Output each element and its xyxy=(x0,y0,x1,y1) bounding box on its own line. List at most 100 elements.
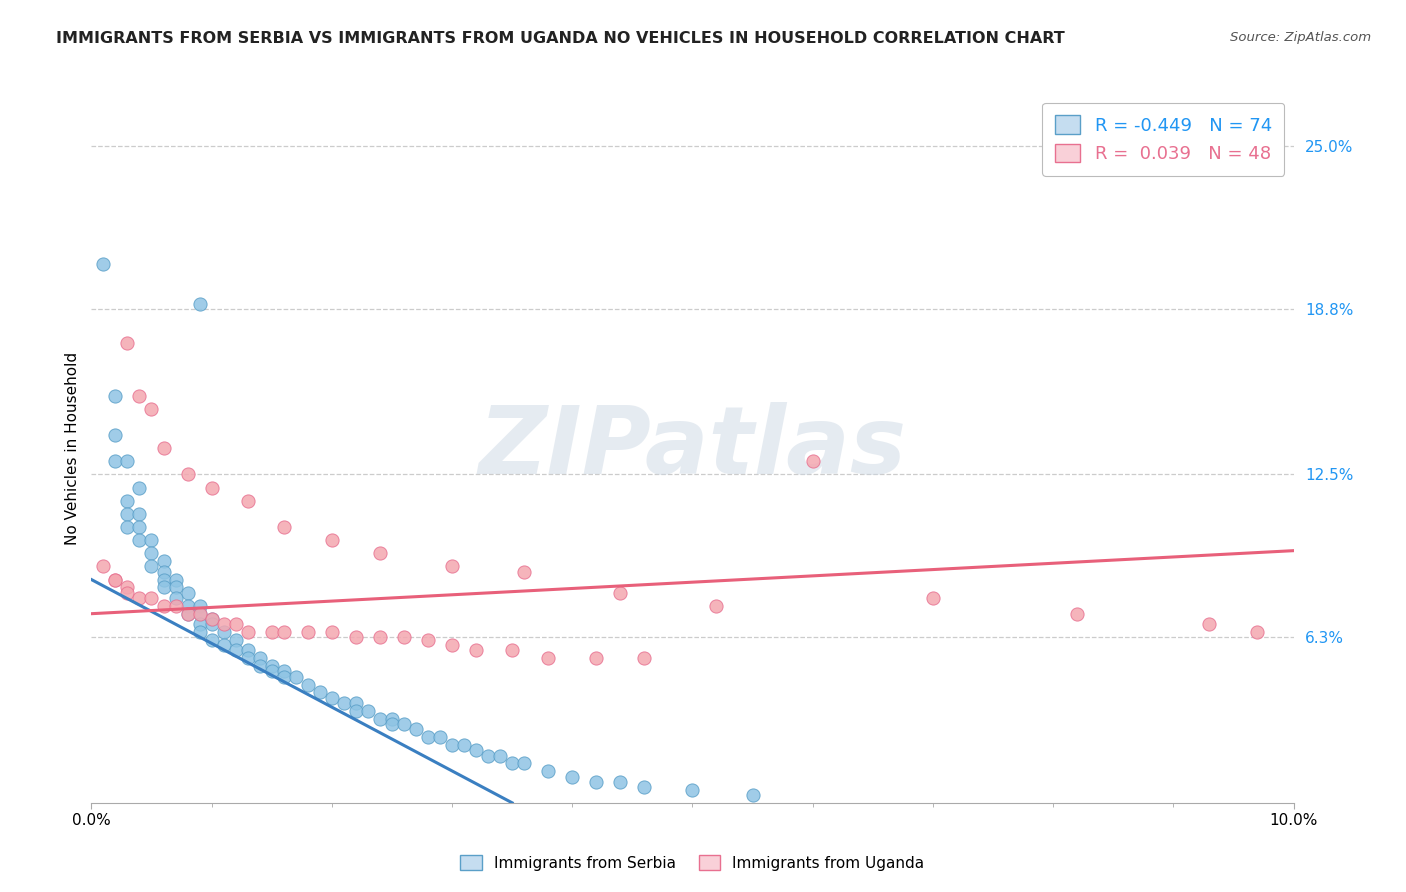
Point xyxy=(165,573,187,587)
Point xyxy=(152,573,174,587)
Point xyxy=(416,632,439,647)
Point xyxy=(609,774,631,789)
Point xyxy=(273,665,295,679)
Point xyxy=(225,617,247,632)
Point xyxy=(321,690,343,705)
Point xyxy=(104,428,127,442)
Point xyxy=(357,704,380,718)
Text: IMMIGRANTS FROM SERBIA VS IMMIGRANTS FROM UGANDA NO VEHICLES IN HOUSEHOLD CORREL: IMMIGRANTS FROM SERBIA VS IMMIGRANTS FRO… xyxy=(56,31,1064,46)
Point xyxy=(344,696,367,710)
Point xyxy=(141,559,163,574)
Point xyxy=(104,573,127,587)
Point xyxy=(273,625,295,640)
Point xyxy=(273,520,295,534)
Point xyxy=(633,780,655,794)
Point xyxy=(128,481,150,495)
Point xyxy=(501,756,523,771)
Point xyxy=(201,632,224,647)
Point xyxy=(128,507,150,521)
Point xyxy=(297,678,319,692)
Point xyxy=(633,651,655,665)
Point xyxy=(513,565,536,579)
Point xyxy=(440,559,463,574)
Point xyxy=(249,659,271,673)
Point xyxy=(212,638,235,652)
Point xyxy=(188,297,211,311)
Point xyxy=(321,533,343,548)
Point xyxy=(128,533,150,548)
Point xyxy=(93,559,115,574)
Point xyxy=(249,651,271,665)
Point xyxy=(1246,625,1268,640)
Point xyxy=(429,730,451,744)
Point xyxy=(405,723,427,737)
Point xyxy=(152,554,174,568)
Point xyxy=(128,591,150,605)
Point xyxy=(141,533,163,548)
Point xyxy=(141,546,163,560)
Point xyxy=(465,643,488,657)
Point xyxy=(117,581,139,595)
Point xyxy=(440,738,463,752)
Legend: Immigrants from Serbia, Immigrants from Uganda: Immigrants from Serbia, Immigrants from … xyxy=(454,848,931,877)
Point xyxy=(165,599,187,613)
Point xyxy=(922,591,945,605)
Point xyxy=(1066,607,1088,621)
Point xyxy=(152,565,174,579)
Point xyxy=(128,520,150,534)
Point xyxy=(236,625,259,640)
Point xyxy=(212,625,235,640)
Point xyxy=(236,643,259,657)
Point xyxy=(416,730,439,744)
Point xyxy=(236,651,259,665)
Point xyxy=(368,546,391,560)
Point xyxy=(333,696,356,710)
Point xyxy=(741,788,763,802)
Point xyxy=(321,625,343,640)
Point xyxy=(513,756,536,771)
Point xyxy=(585,651,607,665)
Point xyxy=(537,651,560,665)
Point xyxy=(201,612,224,626)
Point xyxy=(561,770,583,784)
Point xyxy=(273,670,295,684)
Point xyxy=(260,659,283,673)
Point xyxy=(477,748,499,763)
Point xyxy=(489,748,512,763)
Point xyxy=(368,630,391,644)
Point xyxy=(152,581,174,595)
Point xyxy=(117,454,139,468)
Point xyxy=(308,685,330,699)
Point xyxy=(104,573,127,587)
Point xyxy=(104,389,127,403)
Point xyxy=(706,599,728,613)
Point xyxy=(117,493,139,508)
Point xyxy=(260,665,283,679)
Point xyxy=(188,617,211,632)
Point xyxy=(344,630,367,644)
Text: ZIPatlas: ZIPatlas xyxy=(478,402,907,494)
Point xyxy=(801,454,824,468)
Point xyxy=(117,507,139,521)
Point xyxy=(141,401,163,416)
Point xyxy=(117,336,139,351)
Point xyxy=(225,643,247,657)
Point xyxy=(188,625,211,640)
Point xyxy=(165,591,187,605)
Point xyxy=(212,617,235,632)
Point xyxy=(176,607,198,621)
Point xyxy=(165,581,187,595)
Point xyxy=(201,481,224,495)
Point xyxy=(201,612,224,626)
Point xyxy=(392,717,415,731)
Point xyxy=(260,625,283,640)
Point xyxy=(297,625,319,640)
Point xyxy=(440,638,463,652)
Point xyxy=(236,493,259,508)
Point xyxy=(453,738,475,752)
Point xyxy=(188,607,211,621)
Point xyxy=(1198,617,1220,632)
Point xyxy=(117,585,139,599)
Point xyxy=(609,585,631,599)
Text: Source: ZipAtlas.com: Source: ZipAtlas.com xyxy=(1230,31,1371,45)
